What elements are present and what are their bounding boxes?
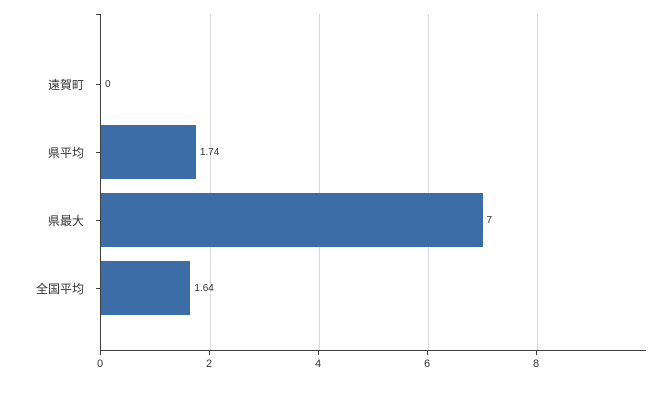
bar — [101, 193, 483, 247]
category-label: 遠賀町 — [47, 77, 84, 92]
gridline — [210, 14, 211, 350]
x-axis-tick-label: 6 — [423, 358, 431, 370]
category-label: 全国平均 — [35, 281, 84, 296]
x-axis-tick — [318, 351, 319, 355]
bar-row: 1.64 — [101, 254, 646, 322]
gridline — [537, 14, 538, 350]
x-axis-tick — [427, 351, 428, 355]
x-axis-tick-label: 0 — [96, 358, 104, 370]
bar — [101, 125, 196, 179]
y-axis-tick — [96, 84, 100, 85]
bar — [101, 261, 191, 315]
y-axis-tick — [96, 288, 100, 289]
y-axis-end-tick — [96, 14, 100, 15]
y-axis-tick — [96, 152, 100, 153]
value-label: 0 — [105, 78, 111, 90]
x-axis-tick — [209, 351, 210, 355]
bar-row: 0 — [101, 50, 646, 118]
x-axis-tick-label: 4 — [314, 358, 322, 370]
category-label: 県平均 — [47, 145, 84, 160]
x-axis-tick-label: 2 — [205, 358, 213, 370]
y-axis-category-labels: 遠賀町県平均県最大全国平均 — [0, 50, 92, 322]
value-label: 1.74 — [199, 146, 220, 158]
x-axis-tick — [100, 351, 101, 355]
gridline — [428, 14, 429, 350]
gridline — [319, 14, 320, 350]
y-axis-tick — [96, 220, 100, 221]
value-label: 7 — [486, 214, 493, 226]
value-label: 1.64 — [194, 282, 214, 294]
plot-area: 0 1.74 7 1.64 — [100, 14, 646, 351]
category-label: 県最大 — [47, 213, 84, 228]
x-axis-tick-label: 8 — [532, 358, 540, 370]
bar-row: 7 — [101, 186, 646, 254]
bar-rows: 0 1.74 7 1.64 — [101, 50, 646, 322]
x-axis-tick — [536, 351, 537, 355]
bar-row: 1.74 — [101, 118, 646, 186]
